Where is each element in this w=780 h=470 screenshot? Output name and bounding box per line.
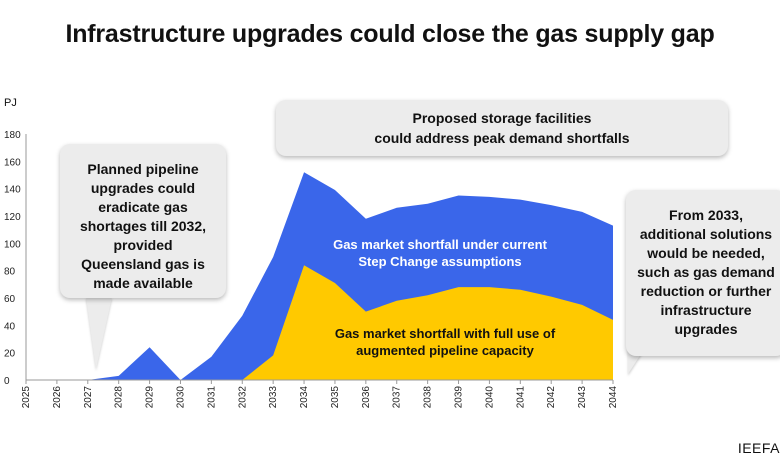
x-tick-label: 2041 <box>515 386 526 409</box>
x-tick-label: 2025 <box>21 386 32 409</box>
right-callout-line: reduction or further <box>640 283 772 299</box>
source-label: IEEFA <box>737 440 780 456</box>
x-tick-label: 2034 <box>299 386 310 409</box>
series-label-augmented-pipeline: Gas market shortfall with full use of au… <box>280 325 610 359</box>
left-callout: Planned pipeline upgrades could eradicat… <box>60 144 226 298</box>
y-tick-label: 160 <box>4 157 21 168</box>
x-tick-label: 2042 <box>546 386 557 409</box>
x-tick-label: 2044 <box>608 386 619 409</box>
y-tick-label: 120 <box>4 212 21 223</box>
left-callout-line: Planned pipeline <box>87 161 199 177</box>
left-callout-line: shortages till 2032, <box>79 218 207 234</box>
x-tick-label: 2031 <box>206 386 217 409</box>
right-callout-line: infrastructure <box>660 302 752 318</box>
x-tick-label: 2037 <box>392 386 403 409</box>
x-tick-label: 2033 <box>268 386 279 409</box>
series-label-step-change: Gas market shortfall under current Step … <box>290 236 590 270</box>
y-axis-unit-label: PJ <box>4 97 17 109</box>
top-callout-line: could address peak demand shortfalls <box>374 130 630 146</box>
chart-title: Infrastructure upgrades could close the … <box>65 20 715 48</box>
right-callout-line: upgrades <box>674 321 738 337</box>
x-tick-label: 2040 <box>484 386 495 409</box>
top-callout-line: Proposed storage facilities <box>412 110 592 126</box>
x-tick-label: 2038 <box>423 386 434 409</box>
x-tick-label: 2030 <box>175 386 186 409</box>
x-tick-label: 2027 <box>83 386 94 409</box>
y-tick-label: 0 <box>4 376 10 387</box>
x-tick-label: 2039 <box>454 386 465 409</box>
x-tick-label: 2032 <box>237 386 248 409</box>
x-tick-label: 2026 <box>52 386 63 409</box>
series-label-line: Gas market shortfall under current <box>333 237 547 252</box>
right-callout-line: would be needed, <box>647 245 765 261</box>
x-tick-label: 2036 <box>361 386 372 409</box>
left-callout-line: upgrades could <box>90 180 196 196</box>
left-callout-line: Queensland gas is <box>81 256 205 272</box>
y-tick-label: 100 <box>4 239 21 250</box>
series-label-line: Step Change assumptions <box>358 254 522 269</box>
x-tick-label: 2035 <box>330 386 341 409</box>
x-tick-label: 2043 <box>577 386 588 409</box>
right-callout-line: such as gas demand <box>637 264 775 280</box>
y-tick-label: 20 <box>4 349 16 360</box>
x-tick-label: 2028 <box>114 386 125 409</box>
left-callout-tail <box>86 297 112 369</box>
left-callout-line: eradicate gas <box>98 199 188 215</box>
series-label-line: augmented pipeline capacity <box>356 343 534 358</box>
top-callout: Proposed storage facilities could addres… <box>276 100 728 156</box>
x-tick-label: 2029 <box>145 386 156 409</box>
y-tick-label: 180 <box>4 130 21 141</box>
area-series-augmented-pipeline <box>26 265 613 380</box>
right-callout: From 2033, additional solutions would be… <box>626 190 780 356</box>
y-tick-label: 60 <box>4 294 16 305</box>
series-label-line: Gas market shortfall with full use of <box>334 326 556 341</box>
y-tick-label: 40 <box>4 321 16 332</box>
y-tick-label: 80 <box>4 267 16 278</box>
left-callout-line: made available <box>93 275 193 291</box>
right-callout-line: additional solutions <box>639 226 773 242</box>
left-callout-line: provided <box>113 237 173 253</box>
right-callout-line: From 2033, <box>669 207 743 223</box>
y-tick-label: 140 <box>4 185 21 196</box>
